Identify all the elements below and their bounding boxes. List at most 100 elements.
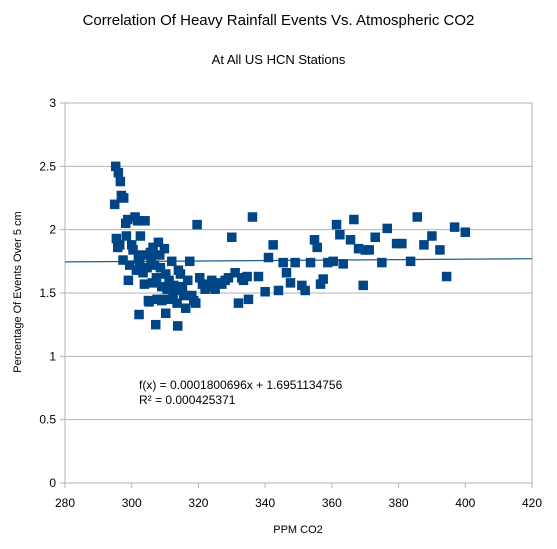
data-point xyxy=(281,267,292,278)
data-point xyxy=(349,214,359,225)
data-point xyxy=(159,243,170,254)
data-point xyxy=(419,240,429,250)
data-point xyxy=(312,242,322,253)
x-tick-label: 280 xyxy=(55,496,75,510)
data-point xyxy=(195,273,205,283)
x-tick-label: 340 xyxy=(255,496,275,510)
data-point xyxy=(412,212,423,222)
data-point xyxy=(144,297,154,307)
data-point xyxy=(154,250,165,260)
data-point xyxy=(155,262,166,273)
data-point xyxy=(147,278,158,288)
data-point xyxy=(145,247,156,258)
data-point xyxy=(331,219,342,230)
data-point xyxy=(441,271,452,282)
data-point xyxy=(290,257,300,268)
data-point xyxy=(435,245,445,255)
data-point xyxy=(223,273,234,283)
data-point xyxy=(179,290,189,301)
data-point xyxy=(185,256,195,267)
data-point xyxy=(121,231,132,241)
data-point xyxy=(247,212,258,222)
data-point xyxy=(278,257,288,268)
data-point xyxy=(253,271,264,282)
data-point xyxy=(113,167,124,178)
x-tick-label: 420 xyxy=(522,496,542,510)
data-point xyxy=(122,214,133,225)
data-point xyxy=(207,275,217,286)
data-point xyxy=(168,280,179,291)
data-point xyxy=(242,271,252,282)
data-point xyxy=(382,223,392,234)
data-point xyxy=(460,227,471,237)
data-point xyxy=(192,219,202,230)
y-tick-label: 2.5 xyxy=(39,159,56,173)
data-point xyxy=(128,245,138,255)
data-point xyxy=(118,255,128,265)
data-point xyxy=(160,269,171,279)
data-point xyxy=(315,279,326,289)
data-point xyxy=(268,240,278,250)
data-point xyxy=(115,176,126,187)
data-point xyxy=(318,274,328,284)
data-point xyxy=(370,232,380,243)
data-point xyxy=(131,265,142,275)
data-point xyxy=(391,238,402,249)
data-point xyxy=(328,256,338,267)
y-axis-label: Percentage Of Events Over 5 cm xyxy=(12,211,24,372)
data-point xyxy=(139,279,150,289)
y-tick-label: 3 xyxy=(49,96,56,110)
gridlines xyxy=(65,102,532,484)
x-tick-label: 300 xyxy=(122,496,142,510)
data-point xyxy=(134,309,144,320)
y-tick-label: 2 xyxy=(49,223,56,237)
data-point xyxy=(309,235,320,245)
data-point xyxy=(132,216,143,226)
data-point xyxy=(187,290,197,301)
y-tick-label: 0 xyxy=(49,476,56,490)
data-point xyxy=(183,275,193,286)
data-point xyxy=(449,222,460,232)
data-point xyxy=(181,303,191,313)
data-point xyxy=(175,269,186,279)
data-point xyxy=(405,256,416,267)
data-point xyxy=(138,267,148,278)
data-point xyxy=(323,257,333,268)
data-point xyxy=(166,256,177,267)
data-point xyxy=(148,242,158,253)
data-point xyxy=(118,193,129,203)
data-point xyxy=(172,321,183,331)
data-point xyxy=(160,308,171,319)
y-tick-label: 1.5 xyxy=(39,286,56,300)
data-point xyxy=(300,285,310,296)
trend-equation: f(x) = 0.0001800696x + 1.6951134756 xyxy=(139,378,343,392)
data-point xyxy=(156,281,167,292)
data-point xyxy=(151,273,162,283)
data-point xyxy=(142,262,152,273)
data-point xyxy=(156,295,167,306)
data-point xyxy=(135,231,146,241)
data-point xyxy=(114,240,125,250)
data-point xyxy=(150,319,161,330)
chart-subtitle: At All US HCN Stations xyxy=(212,52,346,67)
data-point xyxy=(197,279,208,289)
data-point xyxy=(123,275,134,286)
x-tick-label: 360 xyxy=(322,496,342,510)
data-point xyxy=(397,238,407,249)
data-point xyxy=(140,216,150,226)
data-point xyxy=(427,231,437,241)
data-point xyxy=(338,259,348,269)
data-point xyxy=(230,267,240,278)
data-point xyxy=(177,281,188,292)
data-point xyxy=(377,257,387,268)
data-point xyxy=(149,260,160,270)
x-axis-ticks: 280 300 320 340 360 380 400 420 xyxy=(55,483,542,510)
x-tick-label: 320 xyxy=(188,496,208,510)
data-point xyxy=(364,245,374,255)
data-point xyxy=(273,285,284,296)
data-point xyxy=(110,161,121,172)
data-point xyxy=(243,294,254,305)
data-point xyxy=(111,233,122,244)
x-tick-label: 380 xyxy=(389,496,409,510)
data-point xyxy=(297,280,307,291)
